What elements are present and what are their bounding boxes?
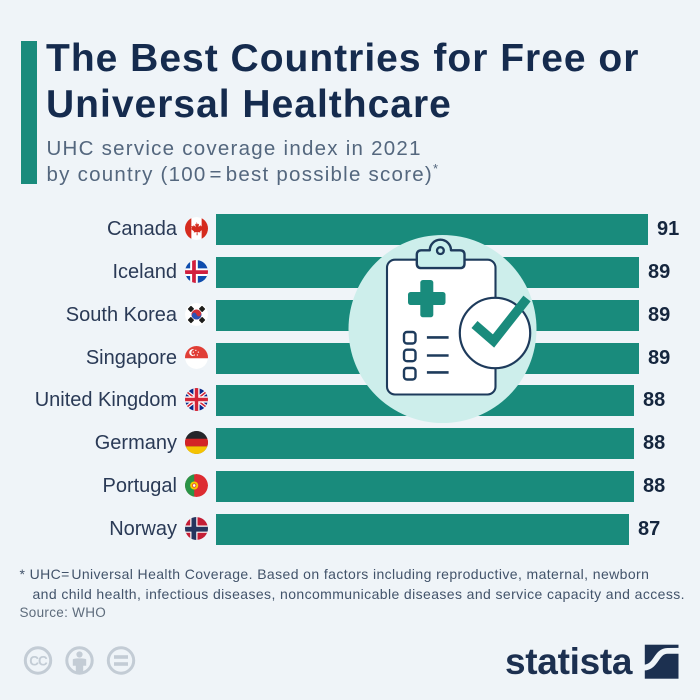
svg-text:CC: CC <box>29 654 48 669</box>
